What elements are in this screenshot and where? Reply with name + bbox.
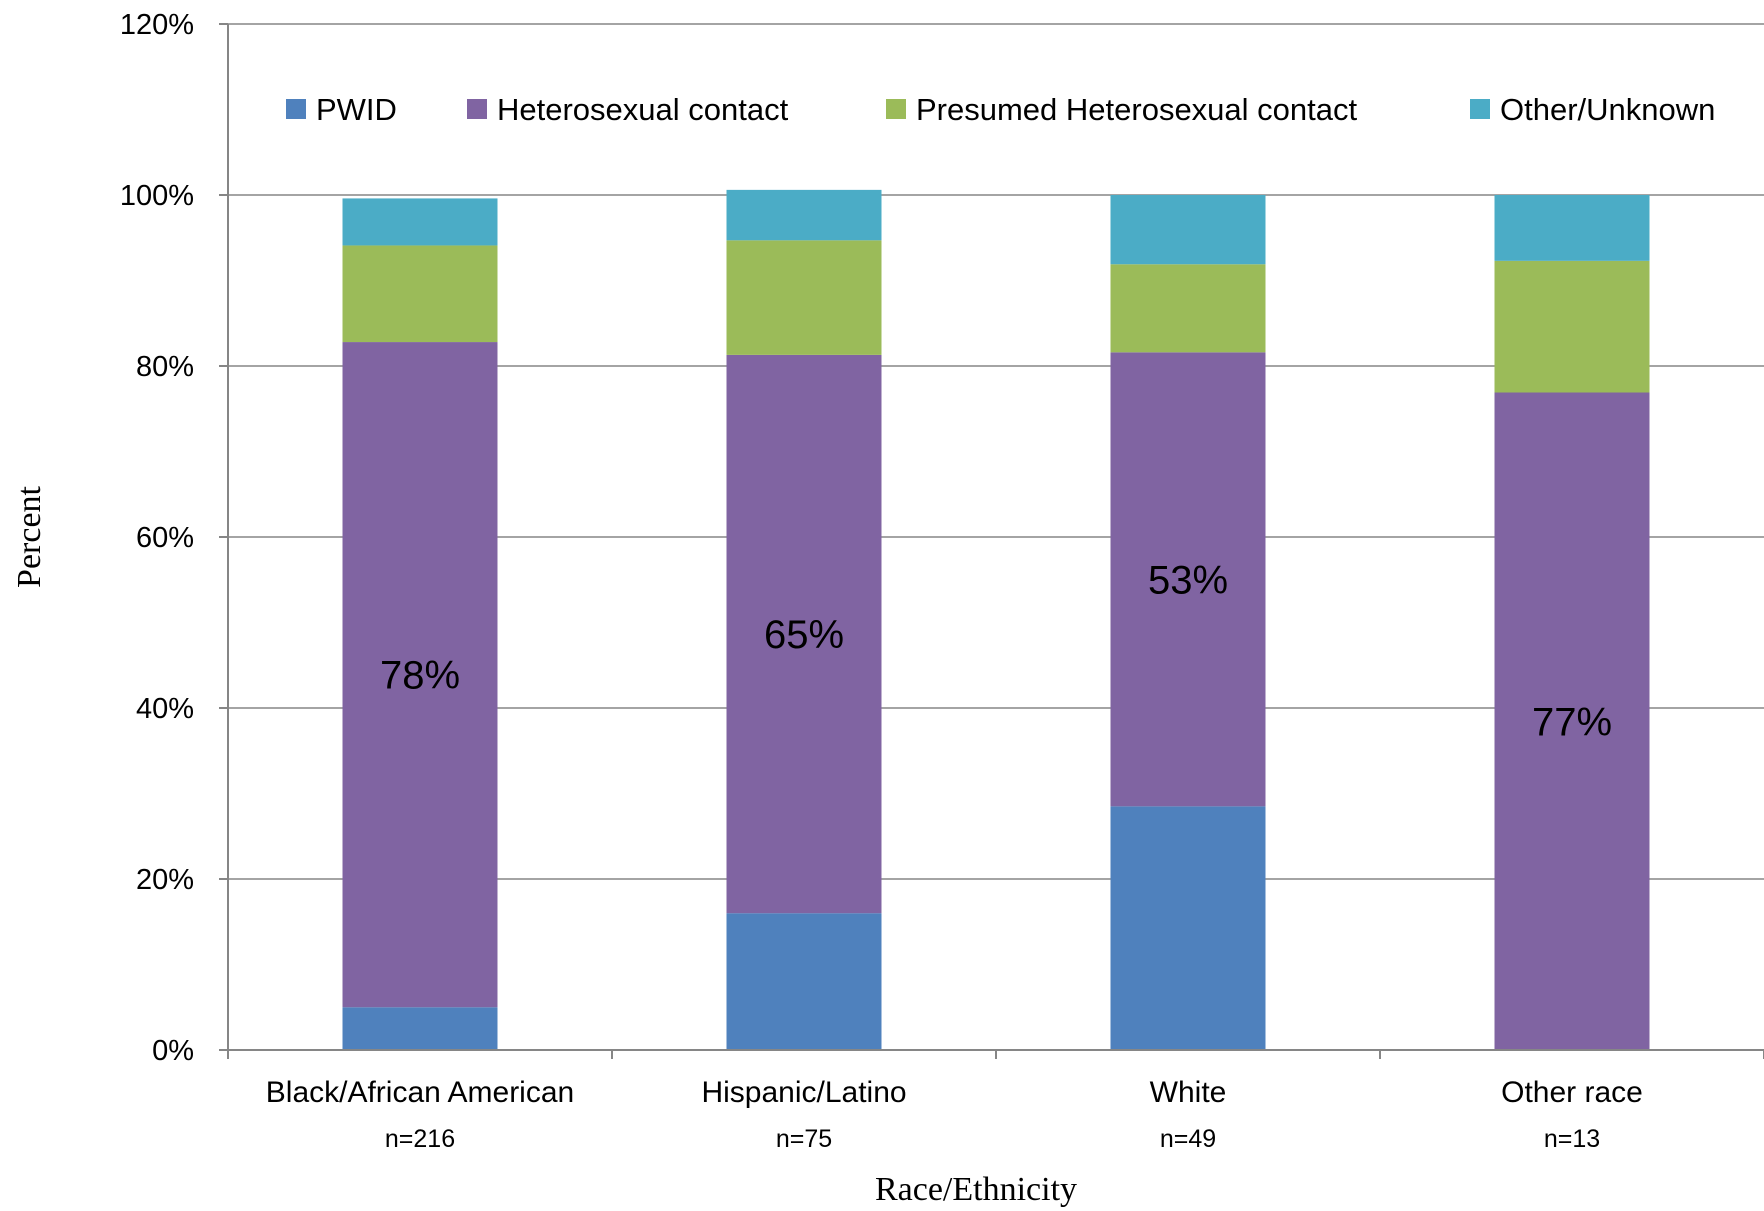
bar-segment-heterosexual-contact bbox=[1494, 392, 1650, 1050]
y-tick-label: 100% bbox=[120, 180, 194, 212]
legend-swatch bbox=[286, 99, 306, 119]
category-label: Other race bbox=[1501, 1076, 1643, 1109]
legend-label: Presumed Heterosexual contact bbox=[916, 92, 1358, 127]
y-tick-label: 0% bbox=[152, 1035, 194, 1067]
category-label: Black/African American bbox=[266, 1076, 574, 1109]
data-label: 65% bbox=[764, 613, 844, 657]
bar-segment-presumed-heterosexual-contact bbox=[1110, 264, 1266, 353]
legend-label: Heterosexual contact bbox=[497, 92, 789, 127]
bars bbox=[342, 189, 1650, 1050]
data-label: 53% bbox=[1148, 558, 1228, 602]
legend-swatch bbox=[467, 99, 487, 119]
y-tick-labels: 0% 20% 40% 60% 80% 100% 120% bbox=[120, 9, 194, 1067]
data-label: 77% bbox=[1532, 700, 1612, 744]
category-labels: Black/African American n=216 Hispanic/Lati… bbox=[266, 1076, 1643, 1153]
bar-segment-other-unknown bbox=[726, 189, 882, 241]
data-label: 78% bbox=[380, 654, 460, 698]
category-n-label: n=216 bbox=[385, 1125, 455, 1153]
data-labels: 78% 65% 53% 77% bbox=[380, 558, 1612, 744]
category-n-label: n=75 bbox=[776, 1125, 832, 1153]
legend-label: Other/Unknown bbox=[1500, 92, 1715, 127]
bar-segment-pwid bbox=[726, 913, 882, 1050]
legend-label: PWID bbox=[316, 92, 397, 127]
legend: PWID Heterosexual contact Presumed Heteros… bbox=[286, 92, 1715, 127]
axes bbox=[219, 23, 1764, 1059]
legend-swatch bbox=[1470, 99, 1490, 119]
bar-segment-heterosexual-contact bbox=[342, 342, 498, 1008]
bar-segment-other-unknown bbox=[1494, 195, 1650, 261]
bar-segment-pwid bbox=[342, 1007, 498, 1050]
y-tick-label: 40% bbox=[136, 693, 194, 725]
legend-swatch bbox=[886, 99, 906, 119]
y-tick-label: 20% bbox=[136, 864, 194, 896]
category-n-label: n=13 bbox=[1544, 1125, 1600, 1153]
y-tick-label: 60% bbox=[136, 522, 194, 554]
bar-segment-presumed-heterosexual-contact bbox=[1494, 260, 1650, 393]
category-n-label: n=49 bbox=[1160, 1125, 1216, 1153]
bar-segment-heterosexual-contact bbox=[726, 354, 882, 914]
y-tick-label: 80% bbox=[136, 351, 194, 383]
bar-segment-pwid bbox=[1110, 806, 1266, 1050]
bar-segment-presumed-heterosexual-contact bbox=[342, 245, 498, 343]
bar-segment-heterosexual-contact bbox=[1110, 352, 1266, 807]
x-axis-title: Race/Ethnicity bbox=[875, 1171, 1077, 1208]
bar-segment-other-unknown bbox=[1110, 195, 1266, 265]
category-label: Hispanic/Latino bbox=[701, 1076, 906, 1109]
bar-segment-presumed-heterosexual-contact bbox=[726, 240, 882, 355]
bar-segment-other-unknown bbox=[342, 198, 498, 246]
y-axis-title: Percent bbox=[11, 485, 48, 588]
y-tick-label: 120% bbox=[120, 9, 194, 41]
category-label: White bbox=[1150, 1076, 1227, 1109]
